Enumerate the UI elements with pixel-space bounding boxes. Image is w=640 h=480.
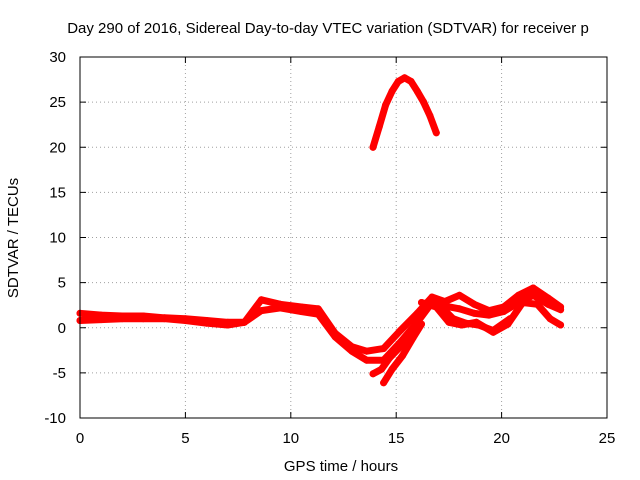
data-point	[377, 365, 385, 373]
data-point	[118, 315, 126, 323]
data-point	[382, 101, 390, 109]
data-point	[500, 303, 508, 311]
x-axis-label: GPS time / hours	[284, 458, 398, 475]
y-tick-label: 5	[58, 275, 66, 292]
data-point	[331, 329, 339, 337]
y-tick-label: 30	[49, 49, 66, 66]
data-point	[418, 320, 425, 328]
data-point	[470, 309, 478, 317]
chart-title: Day 290 of 2016, Sidereal Day-to-day VTE…	[67, 20, 589, 37]
x-tick-label: 20	[493, 430, 510, 447]
data-point	[437, 302, 444, 310]
x-tick-label: 0	[76, 430, 84, 447]
data-point	[240, 318, 248, 326]
x-tick-label: 15	[388, 430, 405, 447]
data-point	[441, 298, 449, 306]
data-point	[506, 315, 514, 323]
data-point	[160, 315, 168, 323]
x-tick-label: 10	[282, 430, 299, 447]
data-point	[203, 319, 210, 327]
data-point	[394, 77, 402, 85]
data-point	[546, 315, 554, 323]
data-point	[380, 345, 388, 352]
tick-labels: 0 5 10 15 20 25 -10 -5 0 5 10 15 20 25 30	[44, 49, 615, 447]
data-point	[515, 291, 522, 299]
data-point	[348, 343, 356, 351]
y-tick-label: 25	[49, 94, 66, 111]
x-tick-label: 25	[599, 430, 616, 447]
y-tick-label: 20	[49, 139, 66, 156]
data-point	[386, 354, 394, 361]
data-point	[449, 315, 457, 323]
data-point	[544, 294, 552, 302]
tick-marks	[79, 56, 608, 419]
data-point	[519, 299, 527, 306]
data-point	[533, 300, 541, 308]
data-point	[415, 315, 423, 323]
data-point	[413, 87, 421, 95]
data-point	[297, 303, 305, 311]
data-point	[401, 74, 409, 82]
y-tick-label: -5	[53, 365, 66, 382]
data-point	[181, 317, 189, 324]
data-point	[426, 112, 434, 120]
data-point	[139, 315, 147, 323]
data-point	[489, 327, 497, 334]
data-point	[462, 319, 470, 327]
data-point	[97, 316, 105, 324]
data-point	[557, 321, 565, 329]
data-point	[470, 300, 478, 308]
data-series	[76, 74, 565, 387]
data-point	[432, 129, 440, 137]
x-tick-label: 5	[181, 430, 189, 447]
data-point	[314, 305, 322, 313]
data-point	[388, 87, 396, 95]
data-point	[428, 293, 436, 301]
data-point	[485, 307, 493, 315]
series-line-f	[369, 74, 440, 151]
data-point	[474, 321, 482, 329]
y-tick-label: -10	[44, 410, 66, 427]
data-point	[420, 98, 428, 106]
y-tick-label: 15	[49, 184, 66, 201]
data-point	[375, 123, 383, 130]
data-point	[418, 299, 425, 306]
data-point	[455, 291, 463, 299]
data-point	[426, 300, 434, 308]
y-axis-label: SDTVAR / TECUs	[5, 178, 22, 298]
data-point	[557, 303, 565, 311]
y-tick-label: 10	[49, 230, 66, 247]
data-point	[388, 365, 396, 373]
data-point	[529, 284, 537, 292]
data-point	[363, 347, 371, 355]
data-point	[529, 291, 537, 299]
plot-frame	[79, 56, 608, 419]
data-point	[224, 321, 232, 329]
data-point	[257, 296, 265, 304]
data-point	[363, 356, 371, 364]
y-tick-label: 0	[58, 320, 66, 337]
data-point	[399, 352, 406, 360]
grid-lines	[80, 57, 607, 418]
data-point	[455, 305, 463, 313]
data-point	[257, 307, 265, 315]
data-point	[369, 143, 377, 151]
data-point	[407, 77, 415, 85]
data-point	[369, 370, 377, 378]
data-point	[276, 300, 284, 308]
data-point	[409, 334, 417, 342]
data-point	[380, 379, 388, 387]
data-point	[396, 343, 404, 351]
data-point	[396, 327, 404, 334]
